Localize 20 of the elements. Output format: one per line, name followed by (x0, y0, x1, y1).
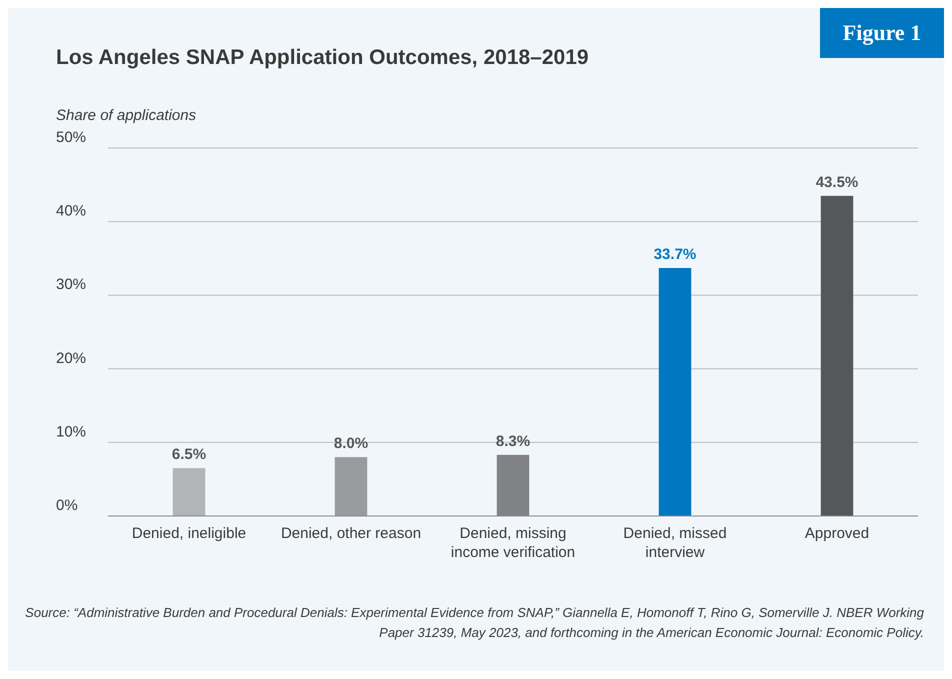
data-label: 33.7% (654, 246, 696, 263)
y-tick-label: 0% (56, 497, 78, 514)
data-label: 8.0% (334, 435, 368, 452)
x-tick-label: Denied, missing income verification (450, 525, 576, 561)
y-tick-label: 40% (56, 202, 86, 220)
y-axis-title: Share of applications (56, 107, 196, 124)
y-tick-label: 20% (56, 350, 86, 367)
y-tick-label: 10% (56, 423, 86, 440)
source-note: Source: “Administrative Burden and Procedural Denials: Experimental Evidence from SNAP,” Giannella E, Homonoff T, Rino G, Somerville J. NBER Working Paper 31239, May 2023, and forthcoming in the American Economic Journal: Economic Policy. (24, 604, 924, 642)
x-tick-label: Denied, other reason (280, 525, 422, 542)
x-tick-label: Approved (804, 525, 870, 542)
caption: Figure 1 (820, 8, 944, 58)
x-tick-label: Denied, ineligible (132, 525, 246, 542)
data-label: 6.5% (172, 446, 206, 464)
data-label: 43.5% (816, 174, 858, 191)
y-tick-label: 30% (56, 276, 86, 294)
data-label: 8.3% (496, 432, 530, 450)
chart-title: Los Angeles SNAP Application Outcomes, 2018–2019 (56, 46, 589, 70)
y-tick-label: 50% (56, 129, 86, 146)
x-tick-label: Denied, missed interview (623, 525, 727, 561)
